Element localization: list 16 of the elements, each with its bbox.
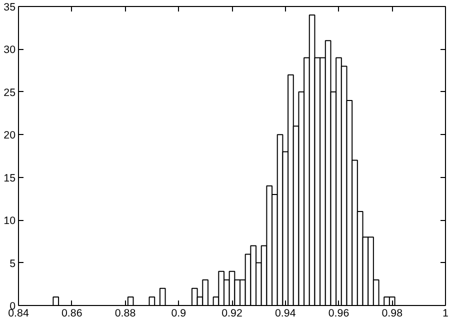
x-tick-label: 0.92: [222, 308, 242, 320]
y-tick-label: 30: [4, 44, 16, 56]
x-tick-label: 0.98: [382, 308, 403, 320]
y-tick-label: 10: [4, 215, 16, 228]
x-tick-label: 0.88: [114, 308, 136, 320]
x-tick-label: 0.9: [171, 308, 186, 320]
y-tick-label: 15: [4, 172, 16, 184]
y-tick-label: 25: [4, 86, 16, 99]
y-tick-label: 5: [10, 258, 16, 270]
x-tick-label: 0.94: [275, 308, 296, 320]
x-tick-label: 1: [442, 308, 449, 320]
y-tick-label: 20: [4, 130, 16, 142]
x-tick-label: 0.86: [62, 308, 82, 320]
y-tick-label: 35: [4, 2, 16, 14]
x-tick-label: 0.96: [328, 308, 350, 320]
x-tick-label: 0.84: [8, 308, 29, 320]
